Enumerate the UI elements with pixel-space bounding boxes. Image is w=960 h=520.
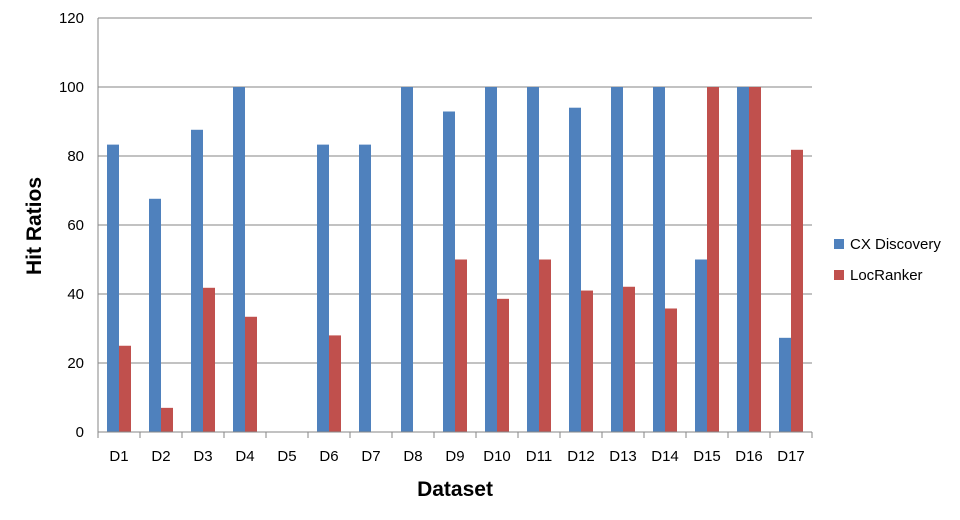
axes [97, 18, 813, 438]
bar-cx-discovery [107, 144, 119, 433]
bar-locranker [581, 290, 593, 432]
bar-locranker [539, 259, 551, 432]
x-tick-label: D15 [693, 448, 721, 465]
bar-cx-discovery [653, 87, 665, 432]
x-tick-label: D9 [445, 448, 464, 465]
x-tick-label: D8 [403, 448, 422, 465]
bar-locranker [203, 287, 215, 432]
x-tick-label: D7 [361, 448, 380, 465]
bar-locranker [623, 286, 635, 432]
y-tick-label: 80 [67, 148, 84, 165]
x-tick-labels: D1 D2 D3 D4 D5 D6 D7 D8 D9 D10 D11 D12 D13 D14 D15 D16 D… [109, 448, 804, 465]
bar-cx-discovery [779, 337, 791, 432]
x-tick-label: D13 [609, 448, 637, 465]
x-tick-label: D4 [235, 448, 254, 465]
legend-label: CX Discovery [850, 236, 941, 253]
x-tick-label: D1 [109, 448, 128, 465]
y-tick-labels: 0 20 40 60 80 100 120 [59, 10, 84, 441]
bar-cx-discovery [149, 198, 161, 432]
y-tick-label: 0 [76, 424, 84, 441]
x-tick-label: D5 [277, 448, 296, 465]
bar-locranker [161, 407, 173, 432]
legend-swatch [834, 239, 844, 249]
bar-cx-discovery [443, 111, 455, 433]
bar-cx-discovery [233, 87, 245, 432]
bar-locranker [791, 149, 803, 433]
y-tick-label: 120 [59, 10, 84, 27]
legend-label: LocRanker [850, 267, 923, 284]
bar-cx-discovery [485, 87, 497, 432]
bar-cx-discovery [401, 87, 413, 432]
bar-locranker [455, 259, 467, 432]
x-tick-label: D11 [526, 448, 552, 465]
x-tick-label: D12 [567, 448, 595, 465]
x-tick-label: D17 [777, 448, 805, 465]
bar-cx-discovery [695, 259, 707, 432]
bar-locranker [497, 298, 509, 432]
legend-swatch [834, 270, 844, 280]
bar-locranker [749, 87, 761, 432]
bar-locranker [707, 87, 719, 432]
bar-cx-discovery [527, 87, 539, 432]
bar-cx-discovery [359, 144, 371, 433]
bar-locranker [245, 316, 257, 432]
bar-locranker [329, 335, 341, 432]
bar-cx-discovery [317, 144, 329, 433]
y-tick-label: 100 [59, 79, 84, 96]
x-tick-label: D2 [151, 448, 170, 465]
bar-cx-discovery [569, 107, 581, 432]
x-tick-label: D16 [735, 448, 763, 465]
x-tick-label: D14 [651, 448, 679, 465]
bar-cx-discovery [737, 87, 749, 432]
bars [107, 87, 803, 433]
x-tick-label: D10 [483, 448, 511, 465]
bar-locranker [665, 308, 677, 432]
legend: CX Discovery LocRanker [834, 236, 941, 284]
y-tick-label: 40 [67, 286, 84, 303]
y-tick-label: 60 [67, 217, 84, 234]
x-tick-label: D3 [193, 448, 212, 465]
x-tick-label: D6 [319, 448, 338, 465]
y-axis-title: Hit Ratios [23, 177, 46, 275]
bar-cx-discovery [191, 129, 203, 432]
bar-locranker [119, 345, 131, 432]
bar-cx-discovery [611, 87, 623, 432]
y-tick-label: 20 [67, 355, 84, 372]
x-axis-title: Dataset [417, 478, 493, 501]
